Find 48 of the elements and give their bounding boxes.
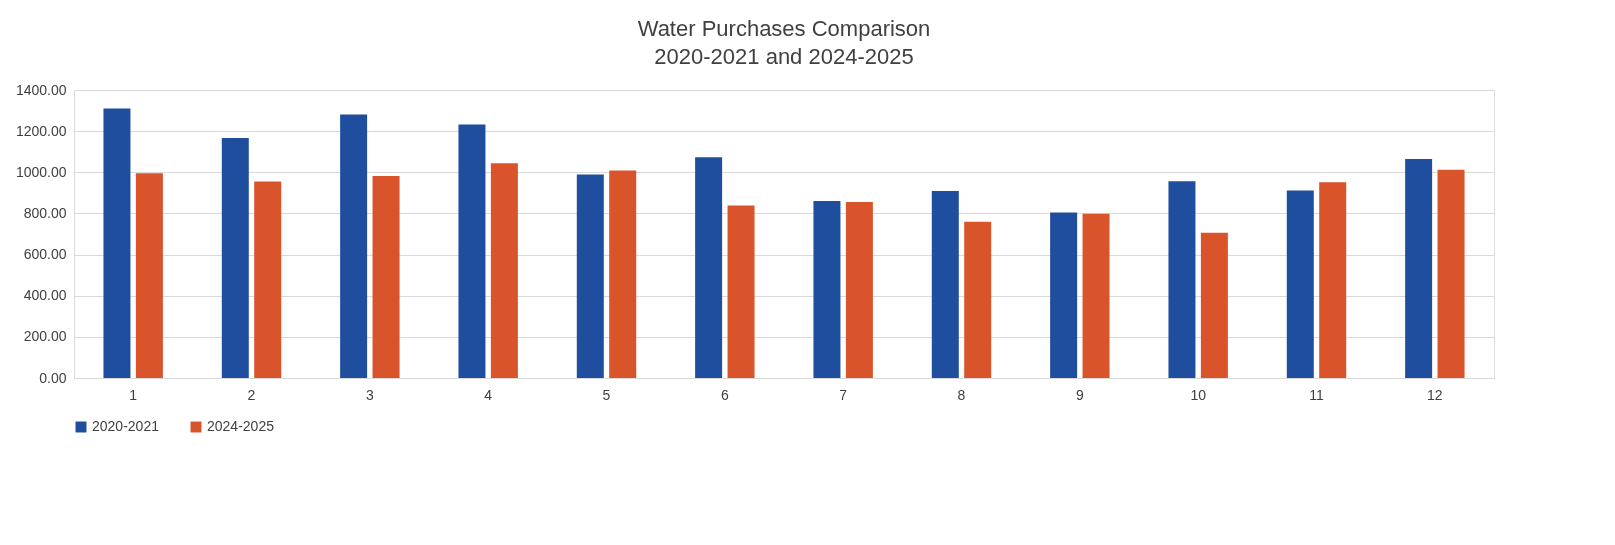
y-tick-label: 600.00	[23, 246, 67, 263]
y-tick-label: 1400.00	[15, 81, 67, 98]
bar	[458, 124, 486, 378]
bar	[1168, 181, 1196, 378]
bar	[490, 163, 518, 378]
bar	[340, 114, 368, 378]
bar	[576, 174, 604, 378]
x-tick-label: 7	[839, 386, 848, 403]
bar	[254, 181, 282, 378]
x-tick-label: 12	[1427, 386, 1443, 403]
bar	[135, 173, 163, 378]
legend-label: 2024-2025	[207, 418, 275, 434]
bar	[221, 137, 249, 378]
x-tick-label: 8	[957, 386, 966, 403]
legend-label: 2020-2021	[92, 418, 160, 434]
x-tick-label: 3	[365, 386, 374, 403]
bar	[813, 201, 841, 378]
bar	[931, 191, 959, 378]
x-tick-label: 9	[1075, 386, 1084, 403]
bar	[1286, 190, 1314, 378]
bar	[695, 157, 723, 378]
chart-title: Water Purchases Comparison	[637, 16, 931, 41]
x-tick-label: 6	[720, 386, 729, 403]
bar	[103, 108, 131, 378]
bar	[1050, 212, 1078, 378]
bar	[964, 221, 992, 378]
bar	[1437, 169, 1465, 378]
y-tick-label: 1000.00	[15, 163, 67, 180]
bar	[1405, 159, 1433, 378]
x-tick-label: 11	[1309, 386, 1324, 403]
y-tick-label: 1200.00	[15, 122, 67, 139]
bar	[1082, 213, 1110, 378]
bar	[1319, 182, 1347, 378]
chart-subtitle: 2020-2021 and 2024-2025	[654, 44, 914, 69]
bar	[372, 175, 400, 378]
y-tick-label: 800.00	[23, 204, 67, 221]
x-tick-label: 10	[1190, 386, 1207, 403]
x-tick-label: 4	[484, 386, 493, 403]
y-tick-label: 200.00	[23, 328, 67, 345]
bar	[1200, 232, 1228, 378]
x-tick-label: 5	[602, 386, 611, 403]
bar	[845, 202, 873, 378]
x-tick-label: 2	[247, 386, 256, 403]
x-tick-label: 1	[129, 386, 138, 403]
y-tick-label: 0.00	[39, 369, 67, 386]
bar	[727, 205, 755, 378]
bar	[609, 170, 637, 378]
y-tick-label: 400.00	[23, 287, 67, 304]
